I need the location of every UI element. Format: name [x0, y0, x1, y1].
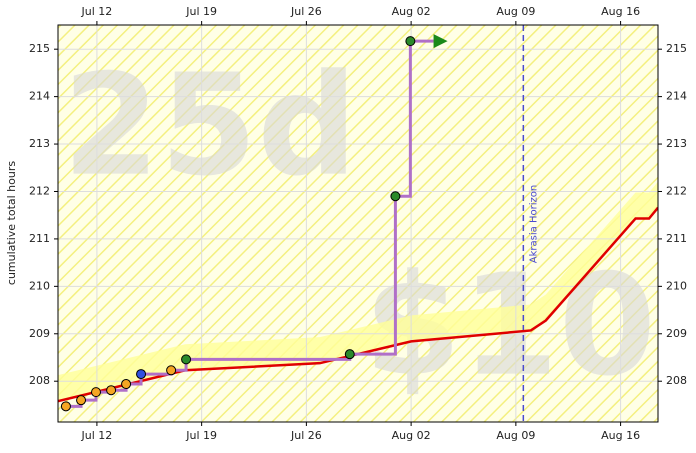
y-tick-label: 211	[29, 232, 50, 245]
plot-frame	[57, 24, 659, 423]
x-tick-label: Jul 12	[81, 5, 113, 18]
y-tick-label: 214	[29, 90, 50, 103]
x-tick-label: Aug 16	[601, 5, 640, 18]
x-tick-label: Aug 02	[392, 5, 431, 18]
x-tick-label: Aug 09	[496, 5, 535, 18]
x-tick-label: Jul 12	[81, 429, 113, 442]
horizon-label: Akrasia Horizon	[528, 185, 539, 263]
x-tick-label: Aug 02	[392, 429, 431, 442]
y-axis-label: cumulative total hours	[5, 161, 18, 285]
y-tick-label: 213	[29, 137, 50, 150]
datapoint	[91, 387, 102, 398]
road-band	[58, 181, 658, 402]
y-tick-label: 215	[29, 42, 50, 55]
y-tick-label: 210	[666, 279, 687, 292]
datapoint	[181, 354, 192, 365]
y-tick-label: 215	[666, 42, 687, 55]
y-tick-label: 209	[29, 327, 50, 340]
x-tick-label: Jul 26	[290, 429, 322, 442]
road-line	[58, 206, 658, 403]
datapoint	[60, 401, 71, 412]
y-tick-label: 208	[666, 374, 687, 387]
datapoint	[76, 395, 87, 406]
y-tick-label: 213	[666, 137, 687, 150]
datapoint	[166, 365, 177, 376]
y-tick-label: 214	[666, 90, 687, 103]
datapoint	[344, 349, 355, 360]
watermark: 25d	[62, 45, 357, 208]
x-tick-label: Jul 19	[185, 429, 217, 442]
datapoint	[106, 385, 117, 396]
x-tick-label: Aug 16	[601, 429, 640, 442]
y-tick-label: 210	[29, 279, 50, 292]
x-tick-label: Jul 19	[185, 5, 217, 18]
y-tick-label: 209	[666, 327, 687, 340]
y-tick-label: 212	[666, 184, 687, 197]
y-tick-label: 212	[29, 184, 50, 197]
arrow	[433, 34, 448, 49]
datapoint	[390, 191, 401, 202]
datapoint	[121, 379, 132, 390]
x-tick-label: Jul 26	[290, 5, 322, 18]
y-tick-label: 208	[29, 374, 50, 387]
x-tick-label: Aug 09	[496, 429, 535, 442]
y-tick-label: 211	[666, 232, 687, 245]
datapoint	[136, 369, 147, 380]
datapoint	[405, 36, 416, 47]
